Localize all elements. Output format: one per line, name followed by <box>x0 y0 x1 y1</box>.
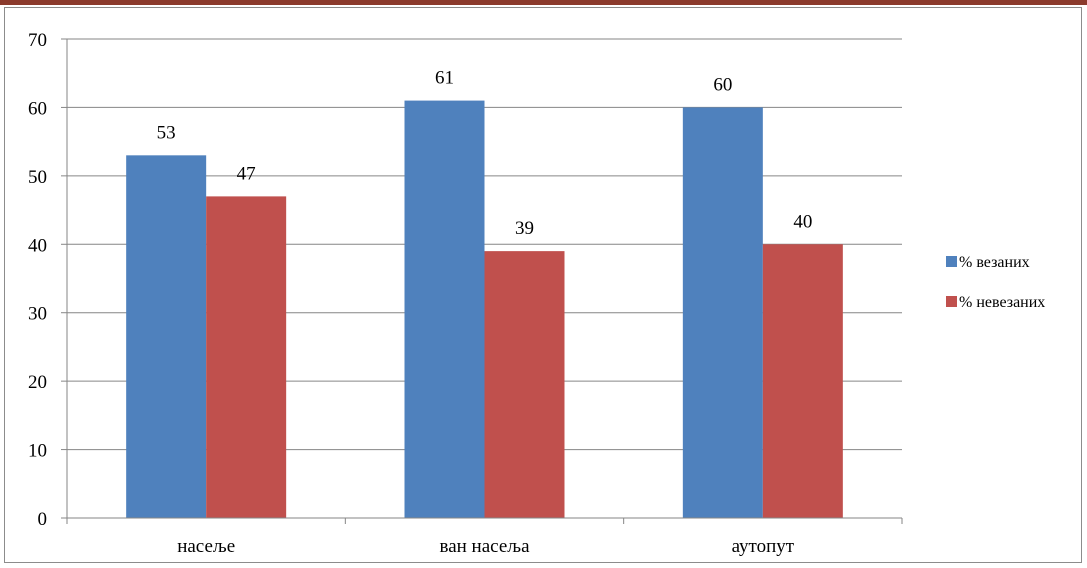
x-axis: насеље ван насеља аутопут <box>66 39 903 557</box>
legend-swatch <box>946 296 957 307</box>
bar <box>126 155 207 519</box>
x-tick-label: аутопут <box>732 536 795 557</box>
bar <box>682 107 763 518</box>
bar <box>762 244 843 519</box>
y-tick-label: 60 <box>28 98 47 119</box>
y-axis-ticks: 0 10 20 30 40 50 60 70 <box>28 30 47 530</box>
bar <box>484 251 565 518</box>
legend-label: % везаних <box>959 254 1030 271</box>
bars <box>126 100 843 519</box>
data-label: 40 <box>793 211 812 232</box>
y-tick-label: 30 <box>28 304 47 325</box>
x-tick-label: ван насеља <box>439 536 530 557</box>
data-label: 61 <box>435 68 454 89</box>
y-tick-label: 40 <box>28 235 47 256</box>
y-tick-label: 20 <box>28 372 47 393</box>
y-tick-label: 50 <box>28 167 47 188</box>
y-tick-label: 0 <box>38 509 48 530</box>
legend-swatch <box>946 256 957 267</box>
data-label: 47 <box>237 163 256 184</box>
legend: % везаних % невезаних <box>946 254 1045 311</box>
data-label: 60 <box>713 74 732 95</box>
bar <box>206 196 287 518</box>
x-tick-label: насеље <box>177 536 235 557</box>
data-label: 39 <box>515 218 534 239</box>
bar <box>404 100 485 518</box>
chart-frame <box>4 7 1082 563</box>
legend-label: % невезаних <box>959 294 1045 311</box>
y-tick-label: 10 <box>28 441 47 462</box>
data-labels: 53 47 61 39 60 40 <box>157 68 813 240</box>
y-tick-label: 70 <box>28 30 47 51</box>
data-label: 53 <box>157 122 176 143</box>
top-accent-bar <box>0 0 1087 5</box>
